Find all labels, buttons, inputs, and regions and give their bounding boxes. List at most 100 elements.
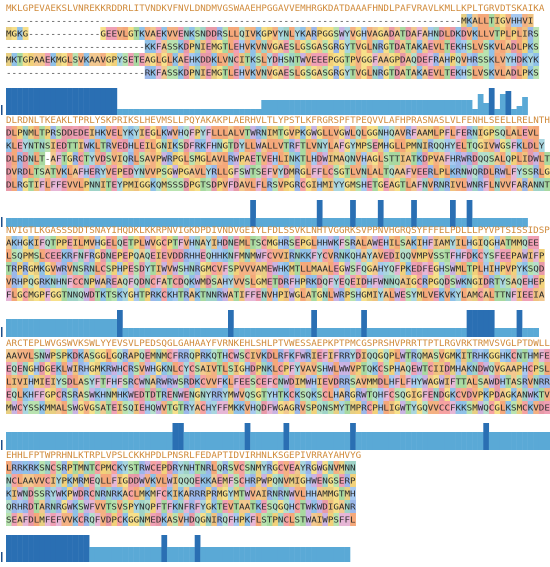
residue-cell [6, 165, 12, 178]
conservation-bar [139, 109, 145, 115]
residue-cell [122, 126, 129, 139]
sequence-row: FLGCMGPFGGTNNQWDTKTSKYGHTPRKCKHTRAKTNNRW… [6, 288, 545, 301]
residue-cell [383, 66, 390, 79]
residue-cell [488, 126, 495, 139]
conservation-bar [377, 200, 384, 227]
residue-cell [44, 288, 51, 301]
residue-cell [466, 236, 473, 249]
residue-cell [327, 27, 334, 40]
residue-cell [366, 375, 373, 388]
residue-cell [122, 262, 129, 275]
residue-cell [111, 27, 118, 40]
residue-cell [78, 474, 84, 487]
conservation-bar [17, 218, 23, 227]
residue-cell [388, 178, 395, 191]
residue-cell [200, 288, 207, 301]
residue-cell [39, 126, 46, 139]
residue-cell [494, 262, 501, 275]
conservation-bar [105, 218, 112, 227]
residue-cell [183, 461, 190, 474]
residue-cell [228, 513, 234, 526]
residue-cell [17, 474, 23, 487]
sequence-text: DLRGTIFLFFEVVLPNNITEYPMIGGKQMSSSDPGTSDPV… [6, 181, 550, 190]
residue-cell [94, 487, 101, 500]
residue-cell [377, 275, 384, 288]
residue-cell [294, 262, 301, 275]
residue-cell [483, 40, 490, 53]
residue-cell [128, 53, 134, 66]
residue-cell [44, 236, 51, 249]
residue-cell [211, 500, 218, 513]
residue-cell [333, 388, 340, 401]
conservation-bar [133, 432, 140, 450]
residue-cell [83, 262, 90, 275]
residue-cell [522, 375, 528, 388]
residue-cell [277, 362, 284, 375]
residue-cell [250, 66, 257, 79]
residue-cell [50, 474, 57, 487]
sequence-row: -------------------------RKFASSKDPNIEMGT… [6, 66, 539, 79]
residue-cell [244, 152, 251, 165]
residue-cell [216, 349, 223, 362]
residue-cell [333, 40, 340, 53]
residue-cell [150, 178, 157, 191]
conservation-bar [405, 218, 412, 227]
residue-cell [416, 375, 423, 388]
residue-cell [350, 139, 356, 152]
residue-cell [266, 53, 273, 66]
residue-cell [527, 249, 534, 262]
residue-cell [233, 262, 240, 275]
residue-cell [538, 139, 545, 152]
residue-cell [17, 487, 23, 500]
residue-cell [50, 288, 57, 301]
residue-cell [22, 126, 29, 139]
residue-cell [305, 288, 312, 301]
residue-cell [244, 349, 251, 362]
residue-cell [422, 375, 429, 388]
residue-cell [300, 362, 306, 375]
residue-cell [17, 236, 23, 249]
residue-cell [255, 262, 262, 275]
residue-cell [105, 500, 112, 513]
residue-cell [327, 487, 334, 500]
residue-cell [6, 262, 12, 275]
sequence-row: DVRDLTSATVKLAFHERYVEPEDYNVVPSGWPGAVLYRLL… [6, 165, 550, 178]
residue-cell [161, 288, 168, 301]
residue-cell [361, 53, 368, 66]
residue-cell [172, 349, 179, 362]
residue-cell [233, 513, 240, 526]
residue-cell [166, 262, 173, 275]
residue-cell [527, 275, 534, 288]
sequence-row: -------------------------KKFASSKDPNIEMGT… [6, 40, 539, 53]
residue-cell [155, 40, 162, 53]
residue-cell [67, 474, 73, 487]
residue-cell [355, 249, 362, 262]
residue-cell [405, 53, 412, 66]
residue-cell [333, 275, 340, 288]
conservation-bar [244, 547, 251, 562]
residue-cell [61, 53, 68, 66]
residue-cell [388, 66, 395, 79]
residue-cell [400, 152, 406, 165]
residue-cell [172, 474, 179, 487]
residue-cell [416, 126, 423, 139]
conservation-bar [222, 547, 229, 562]
residue-cell [483, 126, 490, 139]
residue-cell [211, 178, 218, 191]
residue-cell [466, 178, 473, 191]
residue-cell [461, 165, 467, 178]
residue-cell [6, 275, 12, 288]
conservation-bar [411, 432, 417, 450]
residue-cell [228, 349, 234, 362]
conservation-bar [316, 432, 323, 450]
residue-cell [155, 375, 162, 388]
residue-cell [250, 349, 257, 362]
residue-cell [89, 474, 96, 487]
residue-cell [55, 139, 62, 152]
residue-cell [283, 262, 290, 275]
residue-cell [438, 236, 445, 249]
conservation-bar [144, 218, 151, 227]
residue-cell [28, 236, 35, 249]
residue-cell [155, 236, 162, 249]
residue-cell [189, 388, 195, 401]
